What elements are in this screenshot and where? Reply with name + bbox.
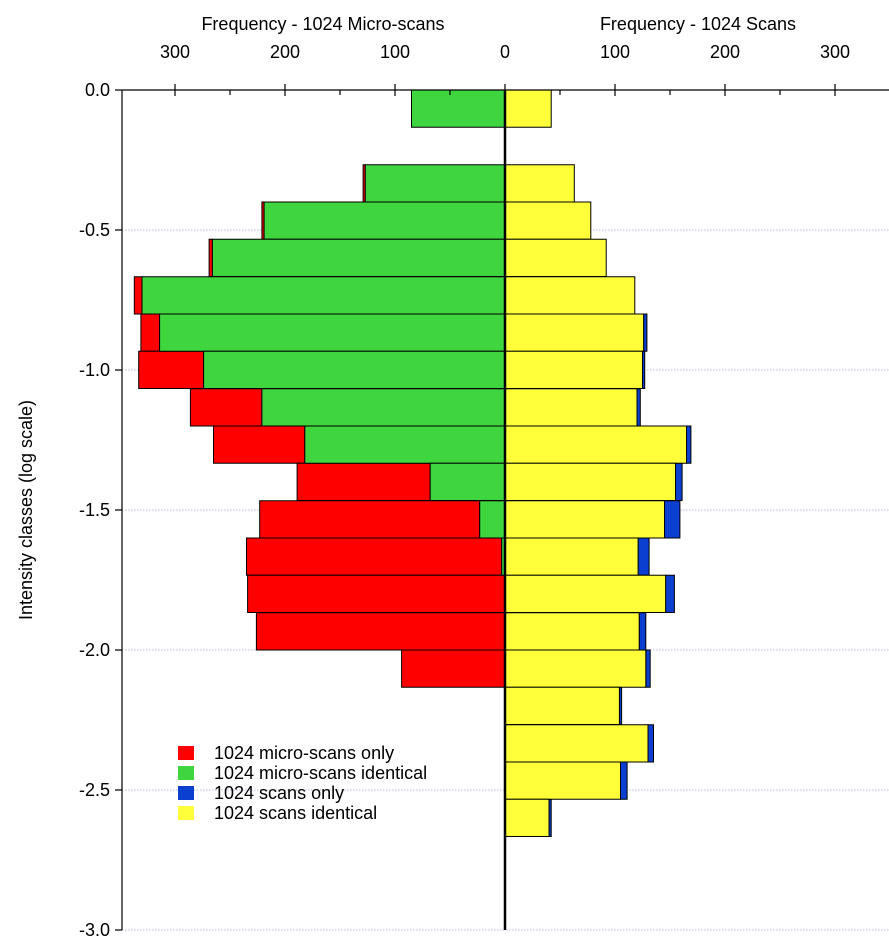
legend-swatch bbox=[178, 746, 194, 760]
bar bbox=[480, 501, 505, 538]
x-tick-label: 0 bbox=[500, 42, 510, 62]
x-tick-label: 100 bbox=[380, 42, 410, 62]
bar bbox=[430, 463, 505, 500]
bar bbox=[505, 650, 646, 687]
bar bbox=[505, 277, 635, 314]
bar bbox=[646, 650, 650, 687]
bar bbox=[141, 314, 160, 351]
bar bbox=[402, 650, 505, 687]
y-axis-title: Intensity classes (log scale) bbox=[16, 400, 36, 620]
x-tick-label: 100 bbox=[600, 42, 630, 62]
x-tick-label: 200 bbox=[710, 42, 740, 62]
y-tick-label: -1.5 bbox=[79, 500, 110, 520]
bar bbox=[505, 501, 665, 538]
bar bbox=[305, 426, 505, 463]
y-tick-label: 0.0 bbox=[85, 80, 110, 100]
x-tick-label: 300 bbox=[160, 42, 190, 62]
bar bbox=[190, 389, 262, 426]
bar bbox=[666, 575, 675, 612]
bar bbox=[247, 538, 502, 575]
bar bbox=[248, 575, 505, 612]
bar bbox=[262, 389, 505, 426]
bar bbox=[505, 799, 549, 836]
legend-label: 1024 scans identical bbox=[214, 803, 377, 823]
bar bbox=[505, 725, 648, 762]
bar bbox=[505, 239, 606, 276]
bar bbox=[665, 501, 680, 538]
bar bbox=[214, 426, 305, 463]
y-tick-label: -1.0 bbox=[79, 360, 110, 380]
y-tick-label: -0.5 bbox=[79, 220, 110, 240]
bar bbox=[264, 202, 505, 239]
bar bbox=[505, 463, 676, 500]
bar bbox=[260, 501, 480, 538]
bar bbox=[505, 762, 621, 799]
top-right-axis-title: Frequency - 1024 Scans bbox=[600, 14, 796, 34]
bar bbox=[204, 351, 505, 388]
bar bbox=[505, 314, 644, 351]
bar bbox=[505, 90, 551, 127]
y-tick-label: -2.5 bbox=[79, 780, 110, 800]
bar bbox=[160, 314, 505, 351]
bar bbox=[505, 426, 687, 463]
top-left-axis-title: Frequency - 1024 Micro-scans bbox=[201, 14, 444, 34]
bar bbox=[297, 463, 430, 500]
bar bbox=[134, 277, 142, 314]
legend-label: 1024 micro-scans only bbox=[214, 743, 394, 763]
legend-label: 1024 micro-scans identical bbox=[214, 763, 427, 783]
bar bbox=[505, 538, 638, 575]
bar bbox=[412, 90, 506, 127]
y-tick-label: -3.0 bbox=[79, 920, 110, 940]
bar bbox=[139, 351, 204, 388]
bar bbox=[505, 389, 637, 426]
legend-swatch bbox=[178, 786, 194, 800]
bar bbox=[676, 463, 683, 500]
bar bbox=[648, 725, 654, 762]
y-tick-label: -2.0 bbox=[79, 640, 110, 660]
bars bbox=[134, 90, 691, 836]
legend-swatch bbox=[178, 806, 194, 820]
bar bbox=[505, 575, 666, 612]
bar bbox=[638, 538, 649, 575]
bar bbox=[365, 165, 505, 202]
bar bbox=[142, 277, 505, 314]
bar bbox=[212, 239, 505, 276]
bar bbox=[505, 687, 619, 724]
x-tick-label: 200 bbox=[270, 42, 300, 62]
bar bbox=[505, 613, 639, 650]
bar bbox=[505, 202, 591, 239]
bar bbox=[621, 762, 628, 799]
bar bbox=[687, 426, 691, 463]
legend-label: 1024 scans only bbox=[214, 783, 344, 803]
bar bbox=[639, 613, 646, 650]
bar bbox=[505, 165, 574, 202]
bar bbox=[505, 351, 643, 388]
bar bbox=[256, 613, 505, 650]
x-tick-label: 300 bbox=[820, 42, 850, 62]
legend-swatch bbox=[178, 766, 194, 780]
